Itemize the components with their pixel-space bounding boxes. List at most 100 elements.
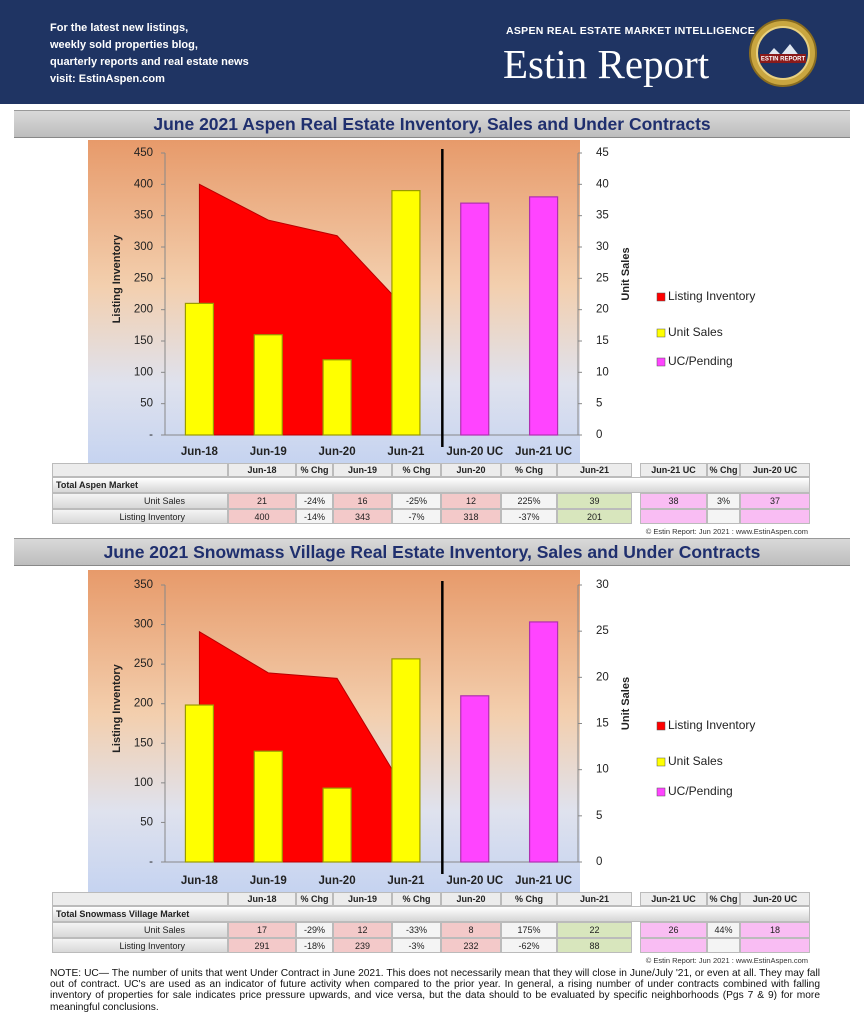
y2-tick-label: 15 (596, 718, 609, 730)
x-tick-label: Jun-20 (319, 875, 356, 887)
y-tick-label: 150 (134, 335, 153, 347)
table-cell: 38 (640, 493, 707, 509)
table-cell: -18% (296, 938, 333, 953)
title-bar: June 2021 Snowmass Village Real Estate I… (14, 538, 850, 566)
table: Jun-18% Chg Jun-19% Chg Jun-20% Chg Jun-21 J… (0, 892, 864, 967)
y-axis-title: Listing Inventory (111, 663, 123, 753)
bar (322, 359, 352, 436)
y-tick-label: 350 (134, 579, 153, 591)
bar (322, 787, 352, 863)
table-cell: 88 (557, 938, 632, 953)
row-label: Unit Sales (52, 922, 228, 938)
table-cell (640, 938, 707, 953)
y-tick-label: 100 (134, 366, 153, 378)
table-cell: 12 (333, 922, 392, 938)
legend-swatch (656, 328, 666, 338)
header-cell (52, 463, 228, 477)
table: Jun-18% Chg Jun-19% Chg Jun-20% Chg Jun-21 J… (0, 463, 864, 538)
y-tick-label: 300 (134, 241, 153, 253)
table-title: Total Snowmass Village Market (52, 906, 810, 922)
legend-swatch (656, 292, 666, 302)
column-header: Jun-21 (557, 892, 632, 906)
credit: © Estin Report: Jun 2021 : www.EstinAspe… (645, 527, 808, 536)
table-cell (740, 509, 810, 524)
column-header: % Chg (392, 892, 441, 906)
table-cell: -7% (392, 509, 441, 524)
y2-axis-title: Unit Sales (620, 247, 632, 300)
table-cell: 175% (501, 922, 557, 938)
column-header: % Chg (501, 463, 557, 477)
table-cell: 3% (707, 493, 740, 509)
header-cell (52, 892, 228, 906)
tagline: ASPEN REAL ESTATE MARKET INTELLIGENCE (506, 25, 756, 37)
x-tick-label: Jun-19 (250, 446, 287, 458)
chart: - 50 100 150 200 250 300 350 0 5 10 15 20 25 30 Jun-18 J… (88, 570, 755, 892)
y-tick-label: 250 (134, 272, 153, 284)
legend-label: UC/Pending (668, 354, 733, 368)
table-cell: 22 (557, 922, 632, 938)
header: For the latest new listings, weekly sold… (0, 0, 864, 104)
column-header: % Chg (392, 463, 441, 477)
column-header: Jun-21 UC (640, 892, 707, 906)
table-cell (707, 938, 740, 953)
table-cell (740, 938, 810, 953)
row-label: Unit Sales (52, 493, 228, 509)
column-header: Jun-19 (333, 892, 392, 906)
y-tick-label: - (149, 429, 153, 441)
y-tick-label: 350 (134, 210, 153, 222)
table-cell: 17 (228, 922, 296, 938)
x-tick-label: Jun-20 (319, 446, 356, 458)
badge: ESTIN REPORT (749, 19, 817, 87)
x-tick-label: Jun-19 (250, 875, 287, 887)
y-axis-title: Listing Inventory (111, 234, 123, 324)
x-tick-label: Jun-20 UC (446, 446, 503, 458)
table-cell: 400 (228, 509, 296, 524)
x-tick-label: Jun-21 UC (515, 446, 572, 458)
y2-tick-label: 15 (596, 335, 609, 347)
brand: Estin Report (503, 41, 710, 87)
table-cell: 18 (740, 922, 810, 938)
x-tick-label: Jun-21 UC (515, 875, 572, 887)
row-label: Listing Inventory (52, 938, 228, 953)
legend-label: UC/Pending (668, 784, 733, 798)
table-cell: -62% (501, 938, 557, 953)
bar (184, 704, 215, 863)
table-cell: 8 (441, 922, 501, 938)
x-tick-label: Jun-21 (387, 446, 425, 458)
table-cell: 225% (501, 493, 557, 509)
bar (528, 196, 559, 436)
y2-axis-title: Unit Sales (620, 677, 632, 730)
y2-tick-label: 25 (596, 625, 609, 637)
table-cell (707, 509, 740, 524)
table-cell: 343 (333, 509, 392, 524)
bar (460, 695, 490, 863)
table-cell: -3% (392, 938, 441, 953)
table-cell: 26 (640, 922, 707, 938)
y2-tick-label: 30 (596, 579, 609, 591)
bar (391, 658, 421, 863)
y2-tick-label: 5 (596, 398, 602, 410)
table-cell: 44% (707, 922, 740, 938)
y2-tick-label: 25 (596, 272, 609, 284)
x-tick-label: Jun-18 (181, 446, 219, 458)
y2-tick-label: 45 (596, 147, 609, 159)
table-cell: -25% (392, 493, 441, 509)
legend-swatch (656, 721, 666, 731)
column-header: % Chg (296, 892, 333, 906)
legend-label: Unit Sales (668, 754, 723, 768)
y2-tick-label: 40 (596, 178, 609, 190)
table-cell: -24% (296, 493, 333, 509)
note: NOTE: UC— The number of units that went … (50, 968, 820, 1013)
column-header: % Chg (296, 463, 333, 477)
y-tick-label: 50 (140, 398, 153, 410)
table-cell: -33% (392, 922, 441, 938)
y-tick-label: 50 (140, 816, 153, 828)
column-header: Jun-20 UC (740, 892, 810, 906)
column-header: Jun-18 (228, 892, 296, 906)
y-tick-label: 450 (134, 147, 153, 159)
table-cell: 39 (557, 493, 632, 509)
bar (253, 750, 283, 863)
header-line: visit: EstinAspen.com (50, 73, 165, 85)
legend-swatch (656, 787, 666, 797)
